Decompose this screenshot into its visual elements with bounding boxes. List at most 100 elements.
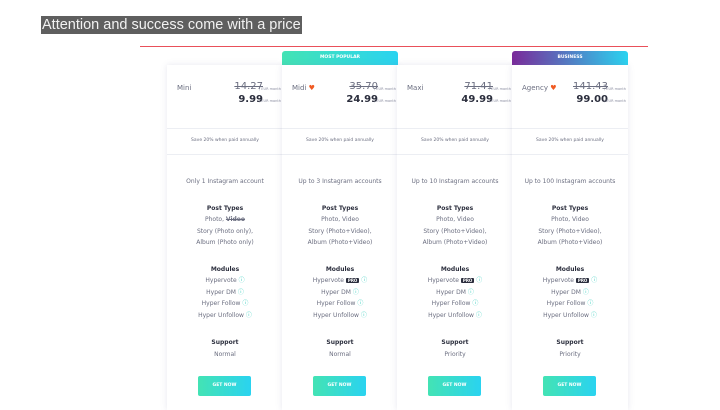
plan-name-text: Midi	[292, 84, 307, 92]
post-type-line: Photo, Video	[282, 216, 398, 223]
modules-heading: Modules	[440, 266, 470, 273]
save-note: Save 20% when paid annually	[421, 138, 489, 143]
info-icon[interactable]: ⓘ	[242, 300, 249, 307]
get-now-button[interactable]: GET NOW	[543, 376, 596, 396]
module-item: Hyper Follow ⓘ	[512, 298, 628, 307]
accounts-text: Up to 3 Instagram accounts	[298, 178, 382, 185]
save-note: Save 20% when paid annually	[306, 138, 374, 143]
support-heading: Support	[441, 339, 469, 346]
module-item: Hyper Follow ⓘ	[167, 298, 283, 307]
plan-name: Agency ♥	[522, 84, 556, 92]
support-heading: Support	[556, 339, 584, 346]
module-label: Hyper Follow	[316, 300, 356, 307]
post-type-text: Photo, Video	[321, 216, 359, 223]
modules-heading: Modules	[325, 266, 355, 273]
module-label: Hyper DM	[206, 289, 236, 296]
post-type-line: Photo, Video	[167, 216, 283, 223]
info-icon[interactable]: ⓘ	[237, 289, 244, 296]
plan-name: Mini	[177, 84, 191, 92]
module-item: Hyper Unfollow ⓘ	[512, 310, 628, 319]
modules-heading: Modules	[555, 266, 585, 273]
module-item: Hyper DM ⓘ	[167, 287, 283, 296]
heart-icon: ♥	[550, 84, 557, 92]
module-item: Hyper DM ⓘ	[282, 287, 398, 296]
post-type-line: Photo, Video	[397, 216, 513, 223]
plan-card-maxi: Maxi 71.41 / EUR month 49.99 / EUR month…	[397, 65, 513, 410]
info-icon[interactable]: ⓘ	[245, 312, 252, 319]
divider	[397, 128, 513, 129]
module-label: Hypervote	[427, 277, 459, 284]
new-price: 49.99	[461, 94, 493, 105]
plan-name: Maxi	[407, 84, 423, 92]
module-label: Hypervote	[205, 277, 237, 284]
divider	[167, 154, 283, 155]
support-level: Normal	[329, 351, 351, 358]
divider	[512, 128, 628, 129]
post-type-text: Photo, Video	[436, 216, 474, 223]
pro-badge: PRO	[460, 278, 475, 283]
price-unit: / EUR month	[604, 87, 626, 91]
plan-card-mini: Mini 14.27 / EUR month 9.99 / EUR month …	[167, 65, 283, 410]
module-label: Hyper Follow	[431, 300, 471, 307]
divider-line	[140, 46, 648, 47]
info-icon[interactable]: ⓘ	[591, 277, 598, 284]
post-type-line: Story (Photo only),	[196, 228, 254, 235]
module-item: Hypervote PRO ⓘ	[282, 275, 398, 284]
plan-name: Midi ♥	[292, 84, 315, 92]
pro-badge: PRO	[345, 278, 360, 283]
divider	[512, 154, 628, 155]
module-item: Hypervote PRO ⓘ	[397, 275, 513, 284]
price-unit: / EUR month	[374, 99, 396, 103]
info-icon[interactable]: ⓘ	[357, 300, 364, 307]
business-badge: BUSINESS	[512, 51, 628, 65]
divider	[282, 154, 398, 155]
info-icon[interactable]: ⓘ	[475, 312, 482, 319]
info-icon[interactable]: ⓘ	[587, 300, 594, 307]
module-item: Hyper Follow ⓘ	[282, 298, 398, 307]
module-label: Hyper DM	[551, 289, 581, 296]
module-label: Hypervote	[542, 277, 574, 284]
old-price: 14.27	[234, 81, 263, 92]
heart-icon: ♥	[308, 84, 315, 92]
info-icon[interactable]: ⓘ	[238, 277, 245, 284]
info-icon[interactable]: ⓘ	[352, 289, 359, 296]
info-icon[interactable]: ⓘ	[360, 312, 367, 319]
most-popular-badge: MOST POPULAR	[282, 51, 398, 65]
post-types-heading: Post Types	[436, 205, 474, 212]
get-now-button[interactable]: GET NOW	[198, 376, 251, 396]
save-note: Save 20% when paid annually	[536, 138, 604, 143]
plan-name-text: Maxi	[407, 84, 424, 92]
post-type-line: Story (Photo+Video),	[308, 228, 372, 235]
price-unit: / EUR month	[489, 99, 511, 103]
post-types-heading: Post Types	[321, 205, 359, 212]
module-item: Hyper DM ⓘ	[512, 287, 628, 296]
module-label: Hyper Unfollow	[543, 312, 589, 319]
get-now-button[interactable]: GET NOW	[428, 376, 481, 396]
module-label: Hyper DM	[321, 289, 351, 296]
info-icon[interactable]: ⓘ	[476, 277, 483, 284]
module-item: Hyper Unfollow ⓘ	[397, 310, 513, 319]
support-heading: Support	[326, 339, 354, 346]
module-label: Hyper Follow	[546, 300, 586, 307]
info-icon[interactable]: ⓘ	[472, 300, 479, 307]
plan-name-text: Mini	[177, 84, 192, 92]
get-now-button[interactable]: GET NOW	[313, 376, 366, 396]
module-item: Hypervote ⓘ	[167, 275, 283, 284]
info-icon[interactable]: ⓘ	[361, 277, 368, 284]
post-type-unavailable: Video	[225, 216, 246, 223]
divider	[397, 154, 513, 155]
plan-card-agency: Agency ♥ 141.43 / EUR month 99.00 / EUR …	[512, 65, 628, 410]
post-type-line: Story (Photo+Video),	[423, 228, 487, 235]
module-item: Hypervote PRO ⓘ	[512, 275, 628, 284]
post-types-heading: Post Types	[206, 205, 244, 212]
plan-card-midi: Midi ♥ 35.70 / EUR month 24.99 / EUR mon…	[282, 65, 398, 410]
module-item: Hyper Unfollow ⓘ	[167, 310, 283, 319]
new-price: 99.00	[576, 94, 608, 105]
divider	[167, 128, 283, 129]
info-icon[interactable]: ⓘ	[582, 289, 589, 296]
info-icon[interactable]: ⓘ	[590, 312, 597, 319]
old-price: 71.41	[464, 81, 493, 92]
info-icon[interactable]: ⓘ	[467, 289, 474, 296]
post-type-text: Photo,	[204, 216, 226, 223]
price-unit: / EUR month	[259, 87, 281, 91]
